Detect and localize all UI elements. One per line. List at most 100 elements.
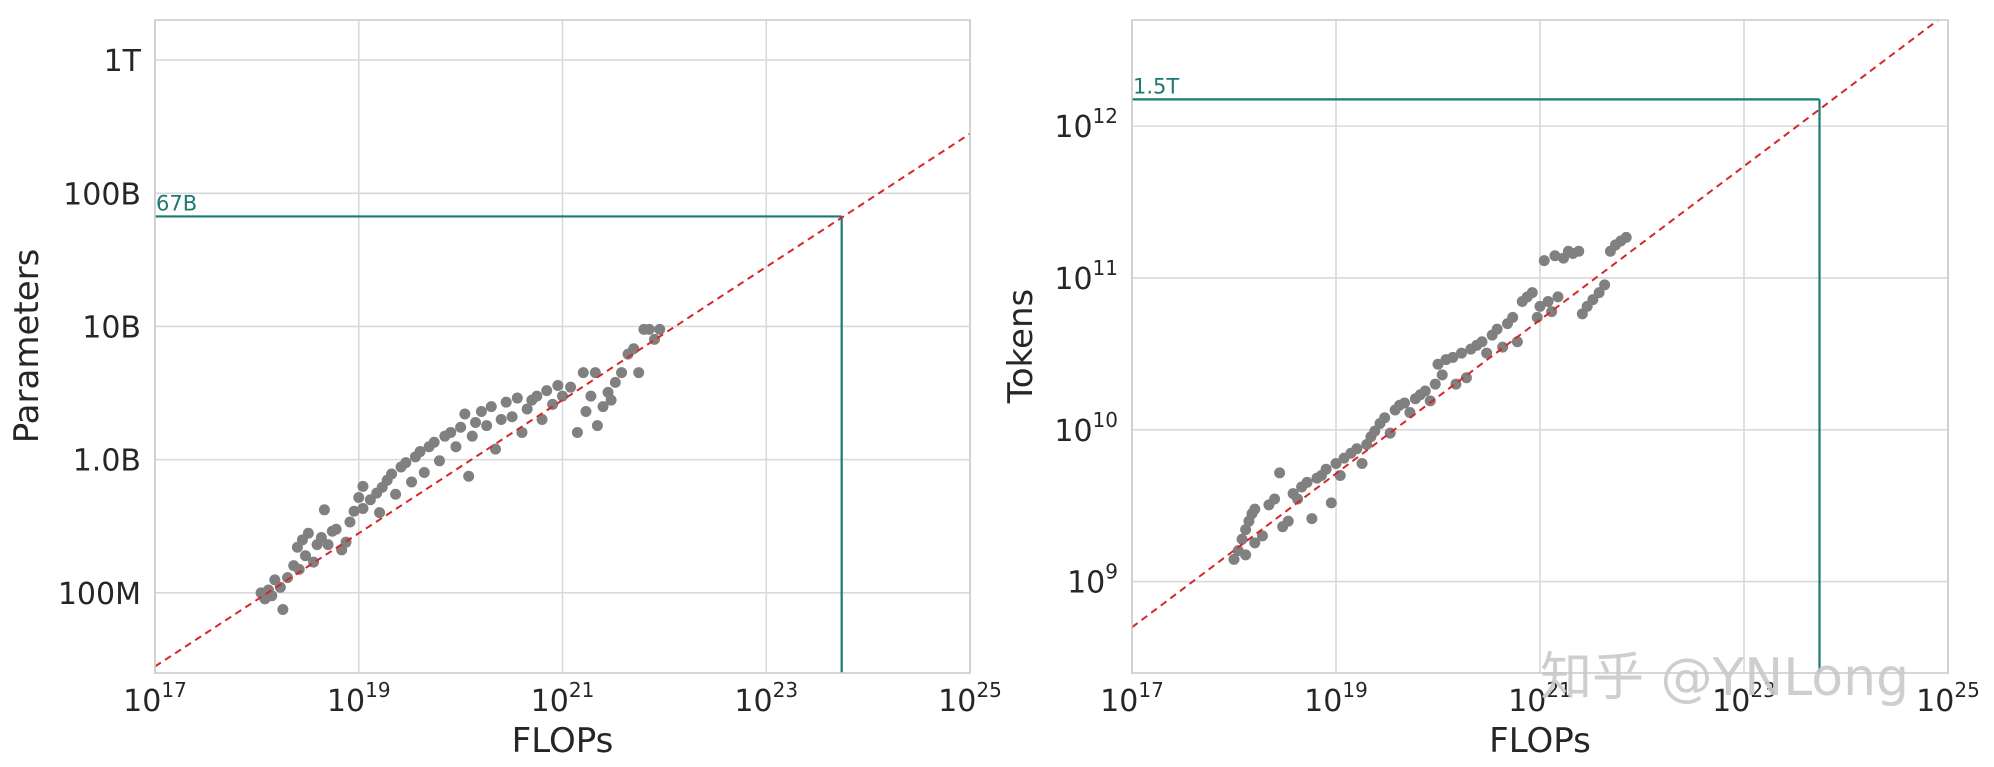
data-point — [390, 488, 402, 500]
data-point — [302, 527, 314, 539]
data-point — [1460, 372, 1472, 384]
data-point — [1356, 457, 1368, 469]
data-point — [1436, 369, 1448, 381]
data-point — [580, 405, 592, 417]
data-point — [531, 390, 543, 402]
data-point — [277, 603, 289, 615]
data-point — [1526, 287, 1538, 299]
data-point — [1249, 537, 1261, 549]
x-tick-label-exponent: 21 — [569, 678, 594, 702]
data-point — [459, 408, 471, 420]
x-tick-label-base: 10 — [327, 684, 365, 719]
data-point — [299, 550, 311, 562]
data-point — [470, 417, 482, 429]
data-point — [1240, 524, 1252, 536]
data-point — [591, 420, 603, 432]
data-point — [565, 381, 577, 393]
x-tick-label-base: 10 — [123, 684, 161, 719]
x-tick-label-exponent: 25 — [1954, 678, 1979, 702]
data-point — [1325, 497, 1337, 509]
data-point — [1593, 287, 1605, 299]
data-point — [1330, 457, 1342, 469]
data-point — [428, 436, 440, 448]
y-tick-label: 1012 — [1054, 104, 1118, 145]
data-point — [1399, 397, 1411, 409]
data-point — [386, 468, 398, 480]
data-point — [344, 516, 356, 528]
data-point — [1534, 300, 1546, 312]
data-point — [400, 457, 412, 469]
y-axis-label: Tokens — [1001, 289, 1041, 404]
data-point — [1599, 279, 1611, 291]
x-tick-label-exponent: 23 — [773, 678, 798, 702]
data-point — [1256, 530, 1268, 542]
y-tick-label-base: 10 — [1054, 110, 1092, 145]
data-point — [1552, 291, 1564, 303]
data-point — [1334, 469, 1346, 481]
y-tick-label: 109 — [1067, 560, 1118, 601]
data-point — [1228, 553, 1240, 565]
watermark: 知乎 @YNLong — [1540, 648, 1909, 708]
x-tick-label-exponent: 19 — [1342, 678, 1367, 702]
data-point — [481, 420, 493, 432]
y-tick-label: 10B — [82, 310, 141, 345]
gridlines — [1131, 20, 1949, 673]
data-point — [1620, 231, 1632, 243]
x-tick-label: 1023 — [734, 678, 798, 719]
fit-line — [1132, 20, 1939, 629]
data-point — [490, 443, 502, 455]
y-axis-label: Parameters — [7, 249, 47, 444]
data-point — [552, 380, 564, 392]
data-point — [1274, 467, 1286, 479]
x-tick-label-exponent: 25 — [976, 678, 1001, 702]
data-point — [541, 385, 553, 397]
data-point — [1456, 347, 1468, 359]
data-point — [1419, 385, 1431, 397]
y-tick-label-exponent: 9 — [1105, 560, 1118, 584]
data-point — [577, 367, 589, 379]
data-point — [516, 426, 528, 438]
x-tick-label: 1023 — [1712, 678, 1776, 719]
data-point — [597, 401, 609, 413]
data-point — [353, 491, 365, 503]
x-tick-label: 1025 — [1916, 678, 1980, 719]
annotation-label: 67B — [156, 191, 197, 215]
data-point — [1542, 295, 1554, 307]
data-point — [1379, 412, 1391, 424]
x-tick-label-base: 10 — [531, 684, 569, 719]
data-point — [466, 430, 478, 442]
data-point — [1447, 351, 1459, 363]
x-tick-label-exponent: 23 — [1750, 678, 1775, 702]
data-point — [374, 507, 386, 519]
x-axis-label: FLOPs — [1489, 721, 1591, 761]
plot-frame — [1131, 19, 1949, 674]
data-point — [495, 414, 507, 426]
x-tick-label: 1019 — [327, 678, 391, 719]
data-point — [1573, 245, 1585, 257]
data-point — [633, 367, 645, 379]
data-point — [1476, 336, 1488, 348]
data-point — [506, 411, 518, 423]
y-tick-label: 1T — [104, 44, 142, 79]
x-tick-label-base: 10 — [1508, 684, 1546, 719]
y-tick-label: 100M — [58, 577, 141, 612]
data-point — [1429, 378, 1441, 390]
data-point — [406, 476, 418, 488]
data-point — [322, 539, 334, 551]
y-tick-label-exponent: 10 — [1093, 408, 1118, 432]
data-point — [274, 581, 286, 593]
x-tick-label-base: 10 — [1304, 684, 1342, 719]
y-tick-label: 1011 — [1054, 256, 1118, 297]
fit-line — [155, 132, 970, 668]
data-point — [1432, 358, 1444, 370]
data-point — [500, 396, 512, 408]
data-point — [571, 426, 583, 438]
data-point — [485, 401, 497, 413]
x-tick-label: 1025 — [938, 678, 1002, 719]
data-point — [557, 390, 568, 402]
data-point — [282, 572, 294, 584]
data-point — [1301, 476, 1313, 488]
data-point — [1269, 493, 1281, 505]
data-point — [1538, 255, 1550, 267]
